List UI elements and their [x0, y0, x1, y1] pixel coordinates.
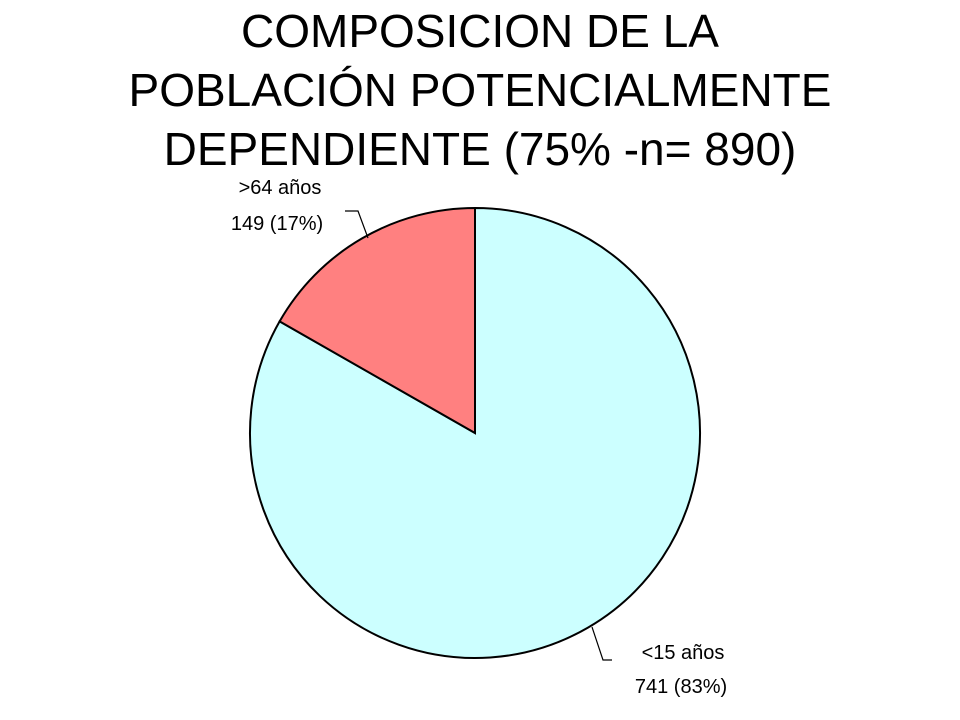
- leader-line-under-15: [591, 626, 612, 661]
- pie-slices: [249, 206, 701, 659]
- pie-slice-over-64: [278, 206, 476, 435]
- slice-label-value-under-15: 741 (83%): [635, 676, 727, 698]
- slice-label-value-over-64: 149 (17%): [231, 213, 323, 235]
- leader-line-over-64: [345, 210, 369, 239]
- chart-title-line-1: COMPOSICION DE LA: [241, 5, 719, 57]
- leader-lines: [345, 210, 612, 661]
- slice-label-category-under-15: <15 años: [642, 642, 725, 664]
- chart-title: COMPOSICION DE LA POBLACIÓN POTENCIALMEN…: [0, 2, 960, 179]
- slice-label-category-over-64: >64 años: [239, 177, 322, 199]
- chart-title-line-2: POBLACIÓN POTENCIALMENTE: [128, 64, 832, 116]
- chart-title-line-3: DEPENDIENTE (75% -n= 890): [163, 123, 797, 175]
